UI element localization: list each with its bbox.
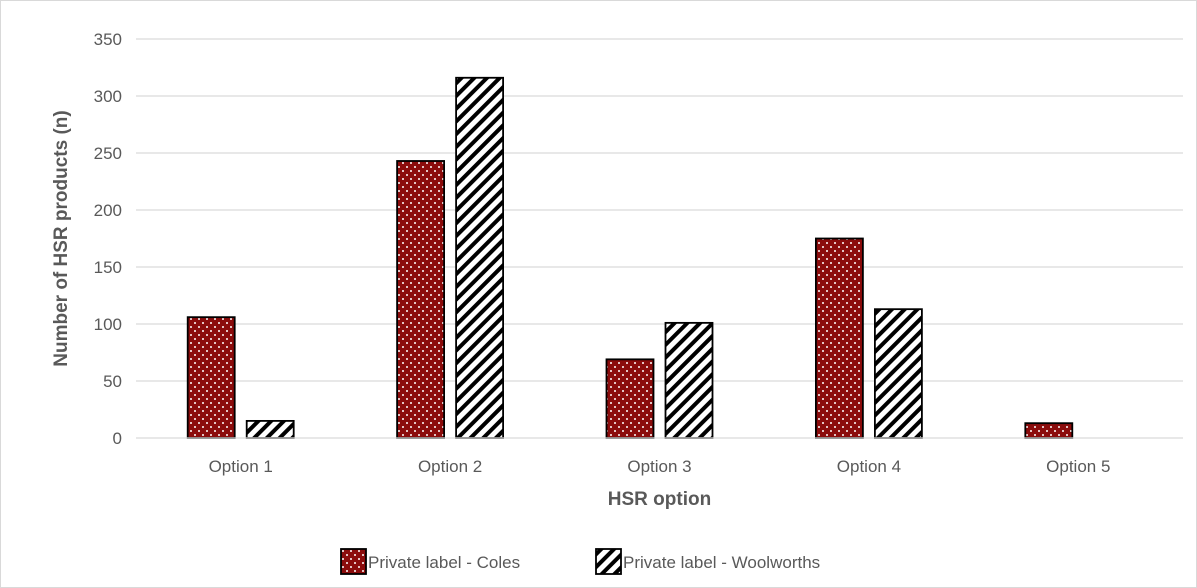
- x-axis-title: HSR option: [608, 489, 711, 510]
- bar-woolworths-3: [664, 321, 714, 439]
- bar-coles-3: [605, 358, 655, 439]
- legend-swatch-woolworths: [595, 548, 622, 575]
- x-axis-ticks: Option 1 Option 2 Option 3 Option 4 Option 5: [209, 457, 1111, 476]
- x-tick-label-1: Option 1: [209, 457, 273, 476]
- legend-swatch-coles: [340, 548, 367, 575]
- y-tick-label-250: 250: [94, 144, 122, 163]
- y-tick-label-0: 0: [113, 429, 122, 448]
- x-tick-label-2: Option 2: [418, 457, 482, 476]
- y-tick-label-200: 200: [94, 201, 122, 220]
- y-tick-label-350: 350: [94, 30, 122, 49]
- y-tick-label-100: 100: [94, 315, 122, 334]
- bar-woolworths-4: [874, 308, 923, 439]
- y-tick-label-150: 150: [94, 258, 122, 277]
- legend-label-woolworths: Private label - Woolworths: [623, 553, 820, 572]
- bar-coles-1: [186, 316, 236, 439]
- legend: Private label - Coles Private label - Wo…: [340, 548, 820, 575]
- bar-woolworths-2: [455, 76, 505, 439]
- x-tick-label-4: Option 4: [837, 457, 901, 476]
- bar-coles-5: [1024, 422, 1074, 439]
- y-axis-title: Number of HSR products (n): [51, 110, 72, 367]
- bar-coles-2: [396, 160, 446, 439]
- x-tick-label-3: Option 3: [627, 457, 691, 476]
- y-tick-label-50: 50: [103, 372, 122, 391]
- legend-label-coles: Private label - Coles: [368, 553, 520, 572]
- bar-coles-4: [815, 237, 864, 439]
- y-axis-ticks: 0 50 100 150 200 250 300 350: [94, 30, 122, 448]
- gridlines: [136, 38, 1183, 382]
- y-tick-label-300: 300: [94, 87, 122, 106]
- bars: [186, 76, 1074, 439]
- bar-woolworths-1: [245, 419, 295, 439]
- x-tick-label-5: Option 5: [1046, 457, 1110, 476]
